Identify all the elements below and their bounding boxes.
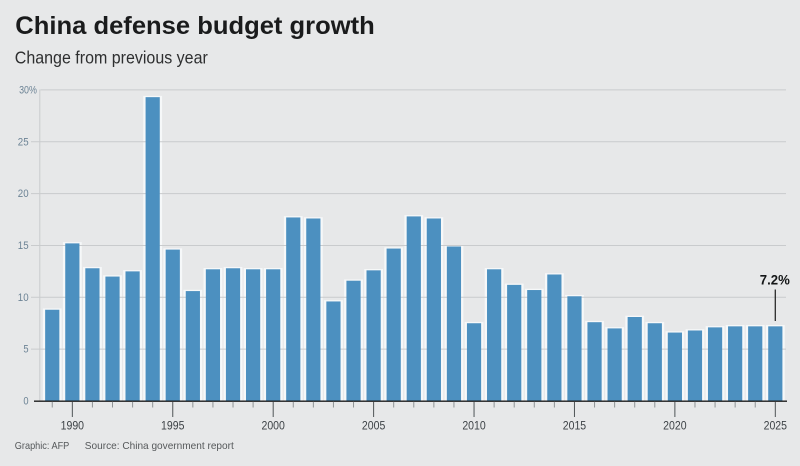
svg-text:0: 0 (23, 396, 28, 408)
svg-text:10: 10 (18, 292, 29, 304)
svg-text:1990: 1990 (61, 421, 84, 433)
svg-text:Change from previous year: Change from previous year (15, 47, 208, 67)
svg-text:2025: 2025 (764, 421, 787, 433)
svg-text:1995: 1995 (161, 421, 184, 433)
svg-text:China defense budget growth: China defense budget growth (15, 13, 375, 40)
svg-text:2015: 2015 (563, 421, 586, 433)
svg-text:Source: China government repor: Source: China government report (85, 441, 234, 452)
svg-text:Graphic: AFP: Graphic: AFP (15, 441, 70, 452)
svg-text:2020: 2020 (663, 421, 686, 433)
svg-text:2000: 2000 (261, 421, 284, 433)
svg-text:20: 20 (18, 188, 29, 200)
svg-text:15: 15 (18, 240, 29, 252)
svg-text:2010: 2010 (462, 421, 485, 433)
svg-text:25: 25 (18, 136, 29, 148)
svg-text:7.2%: 7.2% (760, 272, 790, 287)
svg-text:5: 5 (23, 344, 28, 356)
svg-text:2005: 2005 (362, 421, 385, 433)
svg-text:30%: 30% (19, 84, 37, 96)
